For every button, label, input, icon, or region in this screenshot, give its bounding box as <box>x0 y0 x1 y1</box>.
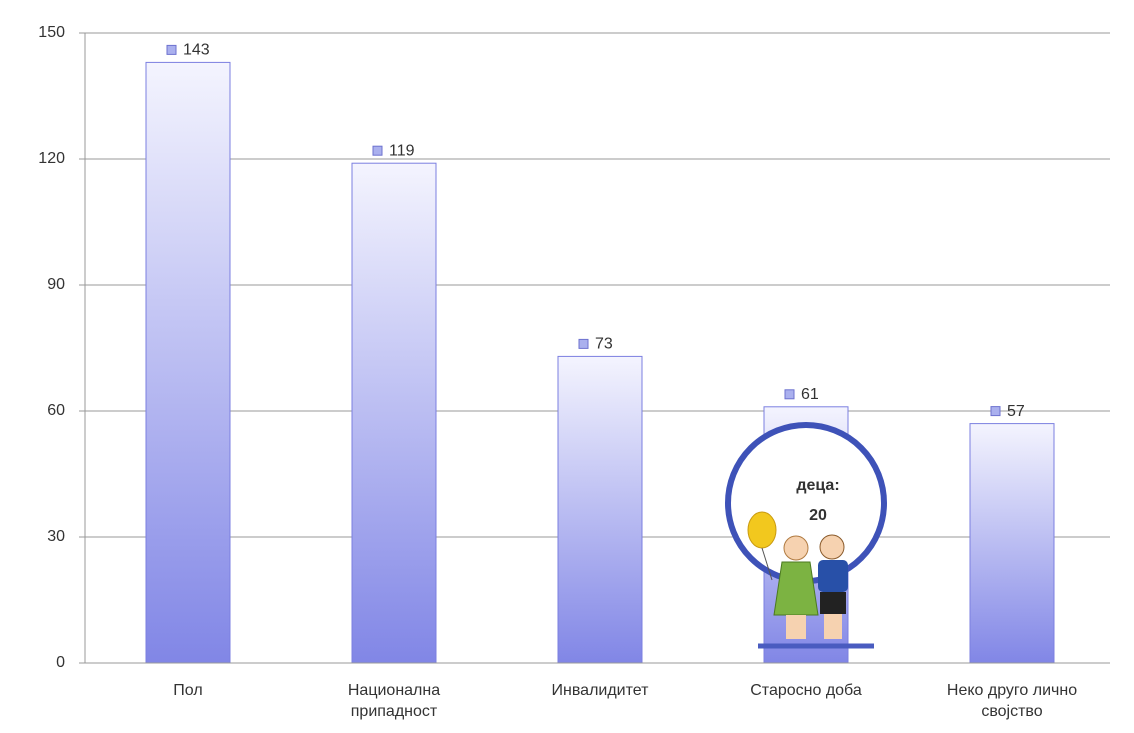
y-tick-label: 0 <box>56 654 65 671</box>
annotation-ring <box>725 422 887 584</box>
boy-shirt <box>818 560 848 592</box>
value-marker <box>784 389 795 400</box>
value-label: 119 <box>389 142 415 159</box>
value-marker <box>578 338 589 349</box>
y-tick-label: 150 <box>38 24 65 41</box>
x-tick-label: Пол <box>173 682 203 699</box>
y-tick-label: 30 <box>47 528 65 545</box>
value-marker <box>990 406 1001 417</box>
value-marker <box>372 145 383 156</box>
value-label: 143 <box>183 42 210 59</box>
balloon-string <box>761 547 773 581</box>
x-tick-label: Инвалидитет <box>551 682 649 699</box>
bar <box>969 423 1055 664</box>
girl-head <box>783 535 809 561</box>
y-tick-label: 60 <box>47 402 65 419</box>
girl-legs <box>786 615 806 639</box>
girl-dress <box>773 561 819 616</box>
bar <box>145 61 231 664</box>
bar <box>557 355 643 664</box>
x-tick-label: Национална припадност <box>347 682 441 720</box>
balloon <box>747 511 777 549</box>
x-tick-label: Неко друго лично својство <box>946 682 1078 720</box>
value-marker <box>166 44 177 55</box>
annotation-label: деца: <box>796 477 839 494</box>
value-label: 73 <box>595 336 613 353</box>
value-label: 57 <box>1007 403 1025 420</box>
boy-legs <box>824 614 842 639</box>
value-label: 61 <box>801 386 819 403</box>
boy-shorts <box>820 592 846 614</box>
annotation-value: 20 <box>809 507 827 524</box>
y-tick-label: 120 <box>38 150 65 167</box>
x-tick-label: Старосно доба <box>750 682 862 699</box>
y-tick-label: 90 <box>47 276 65 293</box>
bar <box>351 162 437 664</box>
annotation: деца: 20 <box>725 422 887 649</box>
boy-head <box>819 534 845 560</box>
